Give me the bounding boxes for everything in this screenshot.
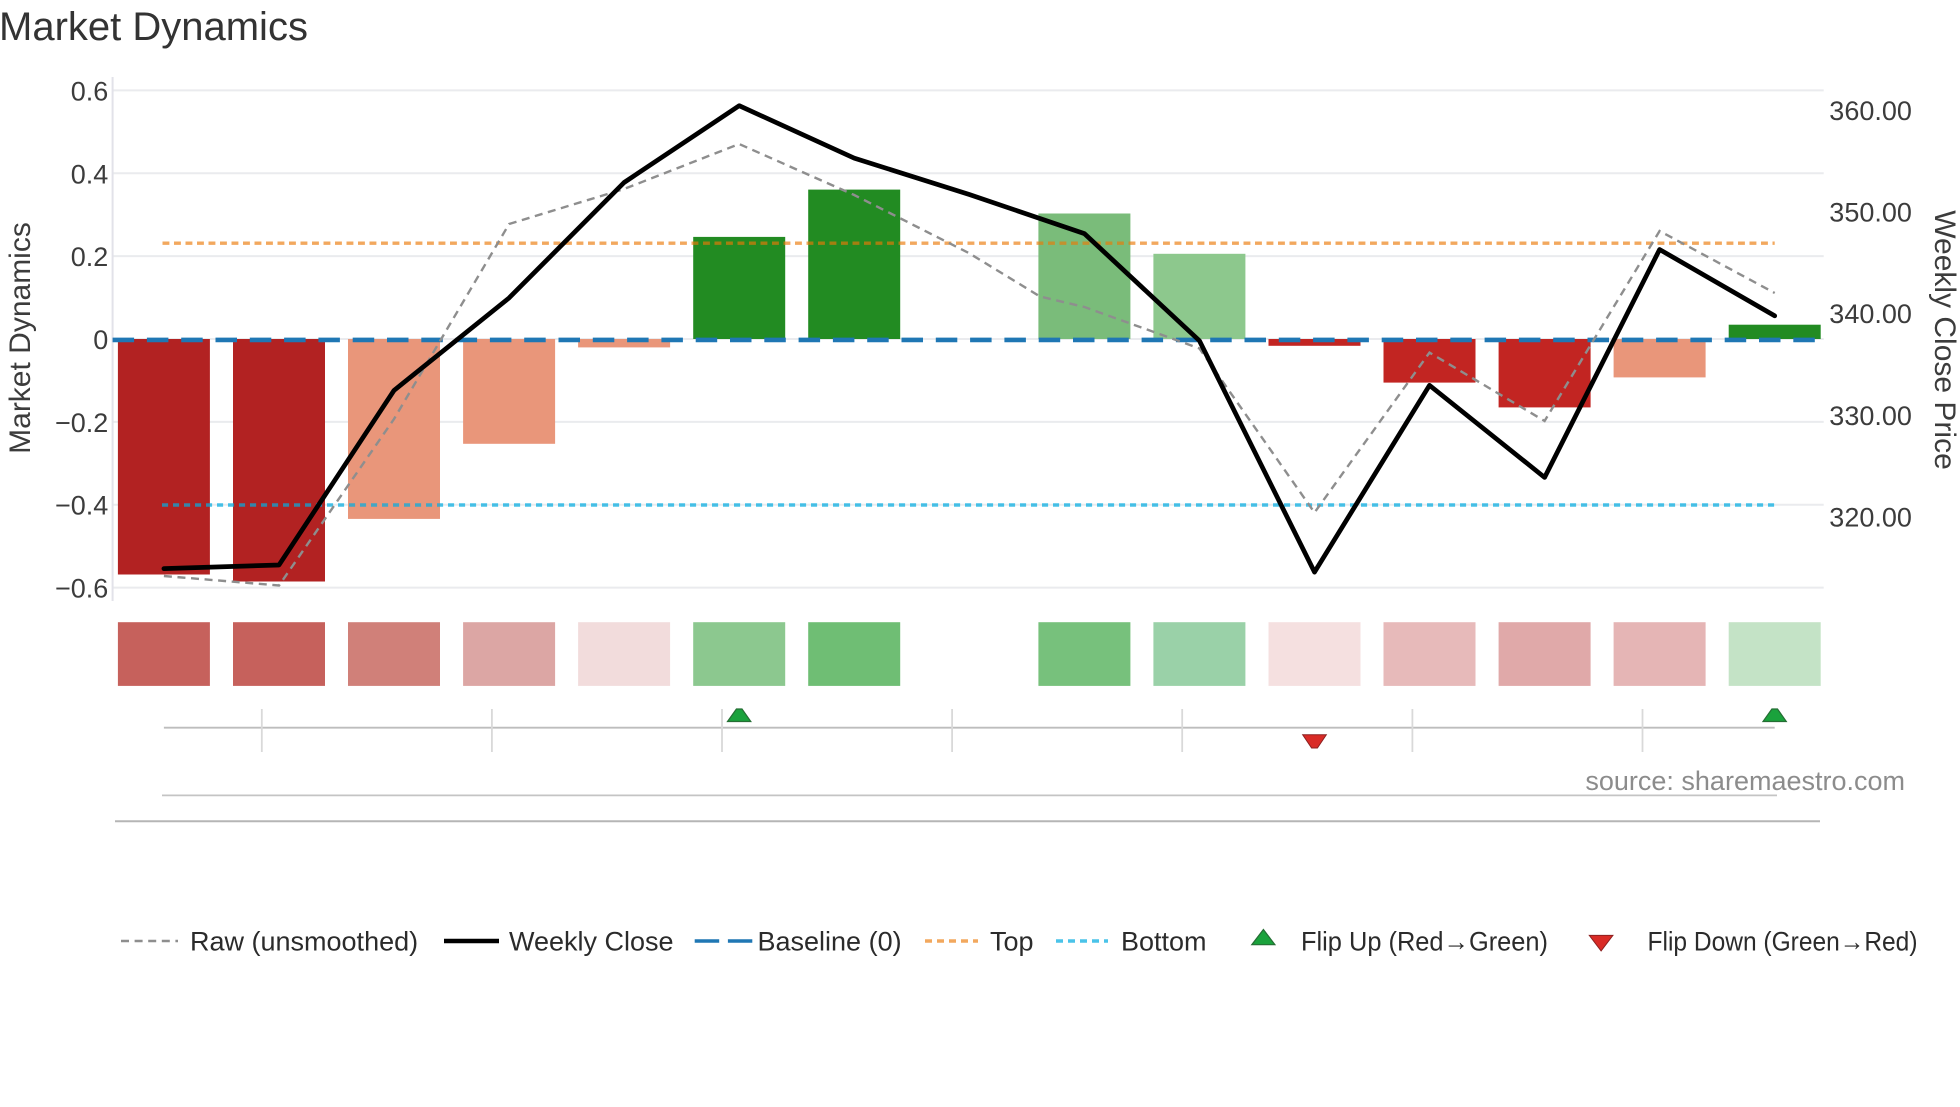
svg-text:0.6: 0.6: [71, 76, 109, 106]
svg-text:330.00: 330.00: [1829, 401, 1912, 431]
svg-text:340.00: 340.00: [1829, 299, 1912, 329]
svg-text:Bottom: Bottom: [1121, 927, 1207, 957]
svg-text:Market Dynamics: Market Dynamics: [0, 5, 308, 49]
svg-text:360.00: 360.00: [1829, 96, 1912, 126]
svg-text:−0.2: −0.2: [55, 408, 108, 438]
svg-text:source: sharemaestro.com: source: sharemaestro.com: [1585, 766, 1905, 796]
svg-text:Flip Up (Red→Green): Flip Up (Red→Green): [1301, 927, 1548, 957]
svg-text:Weekly Close Price: Weekly Close Price: [1928, 210, 1960, 470]
svg-text:0.4: 0.4: [71, 159, 109, 189]
svg-text:350.00: 350.00: [1829, 198, 1912, 228]
svg-text:Baseline (0): Baseline (0): [758, 927, 902, 957]
svg-text:Weekly Close: Weekly Close: [509, 927, 674, 957]
svg-text:320.00: 320.00: [1829, 502, 1912, 532]
svg-text:Raw (unsmoothed): Raw (unsmoothed): [190, 927, 418, 957]
svg-text:Market Dynamics: Market Dynamics: [4, 222, 37, 454]
svg-text:−0.6: −0.6: [55, 574, 108, 604]
svg-text:0.2: 0.2: [71, 242, 109, 272]
svg-text:Flip Down (Green→Red): Flip Down (Green→Red): [1648, 927, 1918, 957]
svg-text:Top: Top: [990, 927, 1034, 957]
svg-text:−0.4: −0.4: [55, 491, 108, 521]
svg-text:0: 0: [93, 325, 108, 355]
